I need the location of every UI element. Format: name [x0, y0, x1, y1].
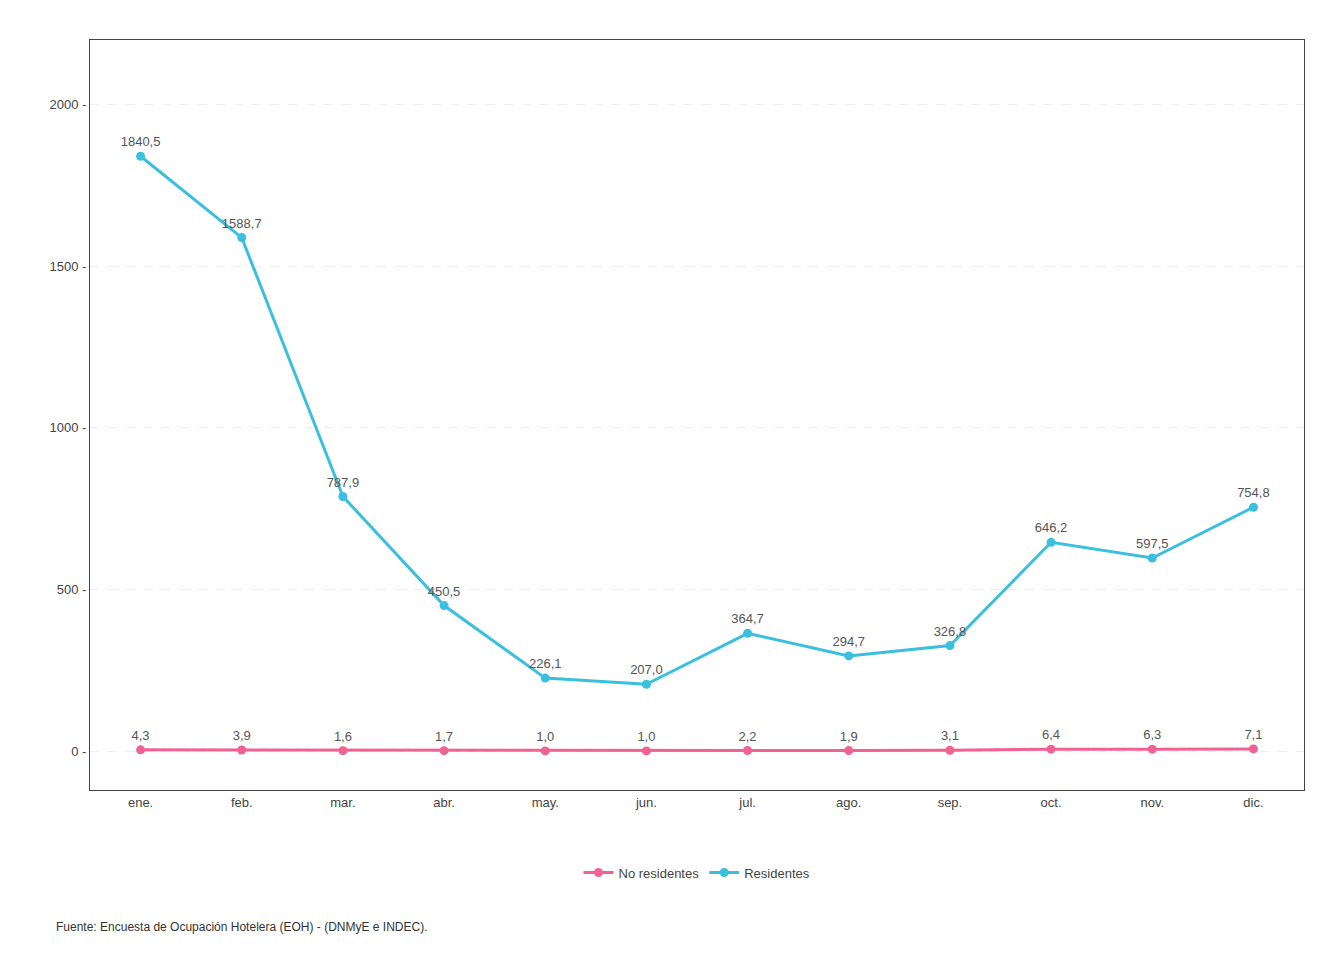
svg-text:6,3: 6,3 — [1143, 727, 1161, 742]
svg-text:1840,5: 1840,5 — [121, 134, 161, 149]
svg-text:1,0: 1,0 — [637, 729, 655, 744]
svg-text:7,1: 7,1 — [1244, 727, 1262, 742]
svg-text:2000 -: 2000 - — [50, 97, 87, 112]
svg-text:754,8: 754,8 — [1237, 485, 1270, 500]
svg-text:500 -: 500 - — [57, 582, 87, 597]
svg-text:1000 -: 1000 - — [50, 420, 87, 435]
svg-text:jun.: jun. — [635, 795, 657, 810]
svg-text:646,2: 646,2 — [1035, 520, 1068, 535]
svg-text:Fuente: Encuesta de Ocupación: Fuente: Encuesta de Ocupación Hotelera (… — [56, 920, 427, 934]
svg-text:may.: may. — [532, 795, 559, 810]
svg-text:jul.: jul. — [738, 795, 756, 810]
svg-text:6,4: 6,4 — [1042, 727, 1060, 742]
svg-text:207,0: 207,0 — [630, 662, 663, 677]
svg-text:nov.: nov. — [1140, 795, 1164, 810]
svg-text:226,1: 226,1 — [529, 656, 562, 671]
svg-text:1,7: 1,7 — [435, 729, 453, 744]
svg-text:294,7: 294,7 — [832, 634, 865, 649]
svg-text:364,7: 364,7 — [731, 611, 764, 626]
svg-text:sep.: sep. — [938, 795, 963, 810]
svg-text:0 -: 0 - — [71, 744, 86, 759]
svg-text:ene.: ene. — [128, 795, 153, 810]
svg-text:597,5: 597,5 — [1136, 536, 1169, 551]
svg-text:1,9: 1,9 — [840, 729, 858, 744]
svg-text:feb.: feb. — [231, 795, 253, 810]
svg-text:No residentes: No residentes — [619, 866, 700, 881]
svg-text:3,1: 3,1 — [941, 728, 959, 743]
svg-text:4,3: 4,3 — [132, 728, 150, 743]
svg-text:2,2: 2,2 — [739, 729, 757, 744]
svg-text:3,9: 3,9 — [233, 728, 251, 743]
svg-text:1588,7: 1588,7 — [222, 216, 262, 231]
svg-text:1,0: 1,0 — [536, 729, 554, 744]
svg-text:dic.: dic. — [1243, 795, 1263, 810]
svg-text:abr.: abr. — [433, 795, 455, 810]
svg-text:787,9: 787,9 — [327, 475, 360, 490]
svg-text:450,5: 450,5 — [428, 584, 461, 599]
svg-text:1,6: 1,6 — [334, 729, 352, 744]
svg-text:ago.: ago. — [836, 795, 861, 810]
svg-text:Residentes: Residentes — [744, 866, 810, 881]
svg-text:326,8: 326,8 — [934, 624, 967, 639]
svg-text:oct.: oct. — [1041, 795, 1062, 810]
svg-text:mar.: mar. — [330, 795, 355, 810]
svg-text:1500 -: 1500 - — [50, 259, 87, 274]
